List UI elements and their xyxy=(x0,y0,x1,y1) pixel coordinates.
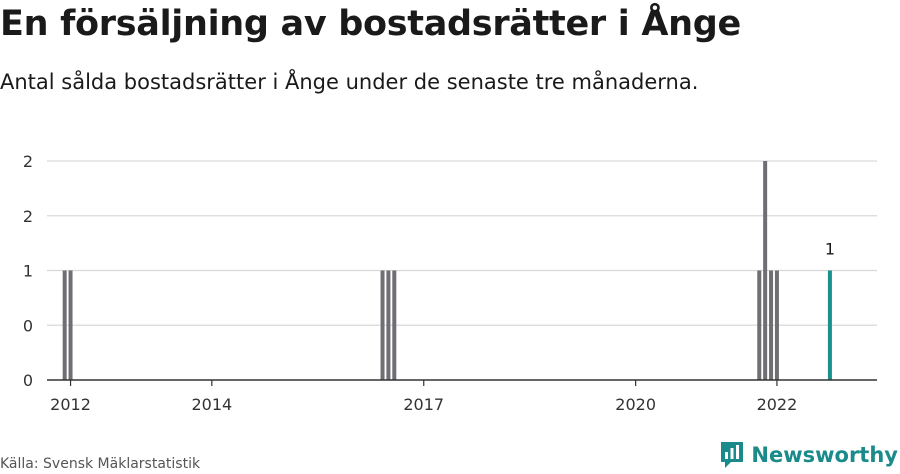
brand-logo: Newsworthy xyxy=(719,440,898,470)
bar xyxy=(392,270,397,380)
y-axis-labels: 0 0 1 2 2 xyxy=(23,152,33,390)
bar xyxy=(386,270,391,380)
x-axis: 2012 2014 2017 2020 2022 xyxy=(47,379,877,414)
data-labels: 1 xyxy=(825,240,835,259)
x-tick-label: 2022 xyxy=(757,395,798,414)
y-tick-label: 1 xyxy=(23,262,33,281)
brand-name: Newsworthy xyxy=(751,443,898,467)
highlight-bar xyxy=(827,270,832,380)
y-tick-label: 0 xyxy=(23,316,33,335)
bar xyxy=(769,270,774,380)
y-tick-label: 2 xyxy=(23,207,33,226)
bar xyxy=(774,270,779,380)
source-note: Källa: Svensk Mäklarstatistik xyxy=(0,456,201,472)
newsworthy-logo-icon xyxy=(721,442,744,468)
bars xyxy=(62,161,832,380)
chart-subtitle: Antal sålda bostadsrätter i Ånge under d… xyxy=(0,70,699,94)
y-tick-label: 2 xyxy=(23,152,33,171)
gridlines xyxy=(47,160,877,326)
bar xyxy=(68,270,73,380)
y-tick-label: 0 xyxy=(23,371,33,390)
bar xyxy=(763,161,768,380)
data-label: 1 xyxy=(825,240,835,259)
bar xyxy=(62,270,67,380)
x-tick-label: 2017 xyxy=(403,395,444,414)
x-tick-label: 2012 xyxy=(50,395,91,414)
chart-title: En försäljning av bostadsrätter i Ånge xyxy=(0,4,741,44)
bar xyxy=(380,270,385,380)
bar xyxy=(757,270,762,380)
x-tick-label: 2014 xyxy=(191,395,232,414)
x-tick-label: 2020 xyxy=(615,395,656,414)
